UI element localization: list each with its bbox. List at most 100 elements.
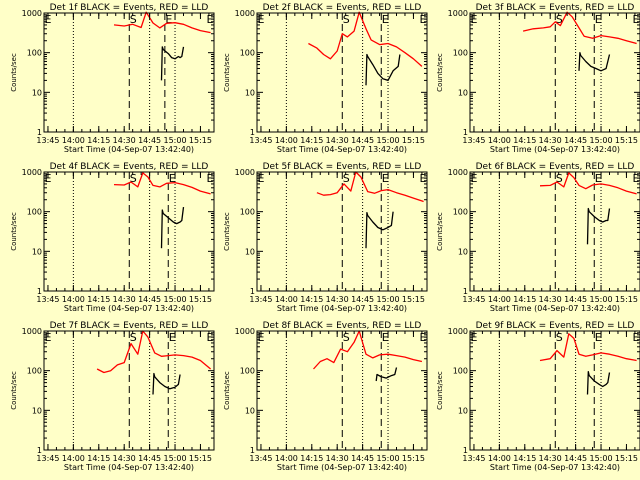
x-axis-label: Start Time (04-Sep-07 13:42:40) (277, 304, 407, 313)
x-tick-label: 15:15 (615, 136, 638, 145)
corner-e-left: E (258, 331, 265, 344)
marker-label-s: S (556, 172, 563, 185)
y-tick-label: 1 (250, 287, 255, 296)
x-tick-label: 14:15 (300, 454, 323, 463)
y-tick-label: 10 (458, 406, 468, 415)
y-axis-label: Counts/sec (436, 212, 444, 251)
y-axis-label: Counts/sec (10, 371, 18, 410)
x-axis-label: Start Time (04-Sep-07 13:42:40) (277, 463, 407, 472)
x-tick-label: 15:00 (163, 295, 186, 304)
y-tick-label: 1000 (235, 9, 255, 18)
x-tick-label: 13:45 (462, 295, 485, 304)
x-tick-label: 15:15 (189, 454, 212, 463)
corner-e-right: E (633, 13, 640, 26)
x-axis-label: Start Time (04-Sep-07 13:42:40) (64, 463, 194, 472)
x-tick-label: 15:15 (615, 454, 638, 463)
series-line-lld (539, 172, 637, 195)
y-axis-label: Counts/sec (436, 371, 444, 410)
y-axis-label: Counts/sec (10, 53, 18, 92)
x-tick-label: 14:30 (113, 295, 136, 304)
x-tick-label: 14:15 (300, 295, 323, 304)
series-line-events (152, 372, 181, 395)
panel-title: Det 3f BLACK = Events, RED = LLD (476, 3, 635, 13)
plot-frame (469, 12, 640, 133)
x-tick-label: 13:45 (36, 295, 59, 304)
marker-label-e: E (169, 172, 176, 185)
x-tick-label: 14:15 (87, 136, 110, 145)
series-line-lld (308, 11, 423, 67)
marker-label-e: E (382, 331, 389, 344)
y-tick-label: 100 (240, 208, 255, 217)
marker-label-s: S (343, 331, 350, 344)
x-tick-label: 15:00 (376, 136, 399, 145)
x-tick-label: 15:00 (163, 136, 186, 145)
x-tick-label: 14:30 (326, 136, 349, 145)
corner-e-right: E (207, 13, 214, 26)
panel-title: Det 6f BLACK = Events, RED = LLD (476, 162, 635, 172)
x-axis-label: Start Time (04-Sep-07 13:42:40) (490, 145, 620, 154)
y-tick-label: 1 (37, 128, 42, 137)
corner-e-right: E (633, 172, 640, 185)
panel-title: Det 8f BLACK = Events, RED = LLD (263, 321, 422, 331)
x-tick-label: 14:00 (62, 295, 85, 304)
x-tick-label: 14:00 (275, 136, 298, 145)
corner-e-left: E (258, 172, 265, 185)
x-tick-label: 15:00 (589, 454, 612, 463)
x-tick-label: 14:15 (87, 454, 110, 463)
x-tick-label: 14:30 (326, 295, 349, 304)
x-tick-label: 14:00 (275, 295, 298, 304)
x-tick-label: 15:15 (402, 295, 425, 304)
series-line-events (160, 46, 185, 81)
x-tick-label: 14:15 (300, 136, 323, 145)
x-axis-label: Start Time (04-Sep-07 13:42:40) (490, 463, 620, 472)
y-tick-label: 10 (32, 406, 42, 415)
x-tick-label: 14:45 (351, 295, 374, 304)
marker-label-s: S (343, 172, 350, 185)
x-axis-label: Start Time (04-Sep-07 13:42:40) (490, 304, 620, 313)
plot-frame (43, 12, 215, 133)
corner-e-left: E (45, 172, 52, 185)
x-tick-label: 14:30 (539, 295, 562, 304)
x-tick-label: 13:45 (249, 454, 272, 463)
marker-label-s: S (343, 13, 350, 26)
corner-e-left: E (471, 13, 478, 26)
corner-e-left: E (45, 331, 52, 344)
corner-e-right: E (420, 331, 427, 344)
y-tick-label: 1000 (235, 168, 255, 177)
corner-e-left: E (471, 172, 478, 185)
plot-frame (469, 171, 640, 292)
series-line-events (365, 211, 394, 249)
x-tick-label: 13:45 (249, 136, 272, 145)
marker-label-s: S (556, 331, 563, 344)
marker-label-e: E (169, 331, 176, 344)
corner-e-left: E (258, 13, 265, 26)
x-tick-label: 13:45 (36, 454, 59, 463)
y-tick-label: 1000 (22, 9, 42, 18)
y-tick-label: 1000 (448, 168, 468, 177)
y-tick-label: 10 (458, 247, 468, 256)
x-tick-label: 15:00 (163, 454, 186, 463)
marker-label-s: S (130, 13, 137, 26)
series-line-lld (313, 330, 423, 370)
x-tick-label: 15:00 (589, 295, 612, 304)
x-tick-label: 14:15 (513, 295, 536, 304)
y-tick-label: 1 (463, 446, 468, 455)
series-line-events (578, 52, 611, 72)
marker-label-e: E (595, 13, 602, 26)
y-tick-label: 100 (27, 49, 42, 58)
x-tick-label: 14:00 (62, 454, 85, 463)
corner-e-right: E (420, 172, 427, 185)
y-tick-label: 10 (32, 247, 42, 256)
x-tick-label: 13:45 (249, 295, 272, 304)
series-line-lld (113, 172, 211, 195)
x-tick-label: 14:00 (488, 136, 511, 145)
marker-label-e: E (165, 13, 172, 26)
x-tick-label: 15:00 (589, 136, 612, 145)
